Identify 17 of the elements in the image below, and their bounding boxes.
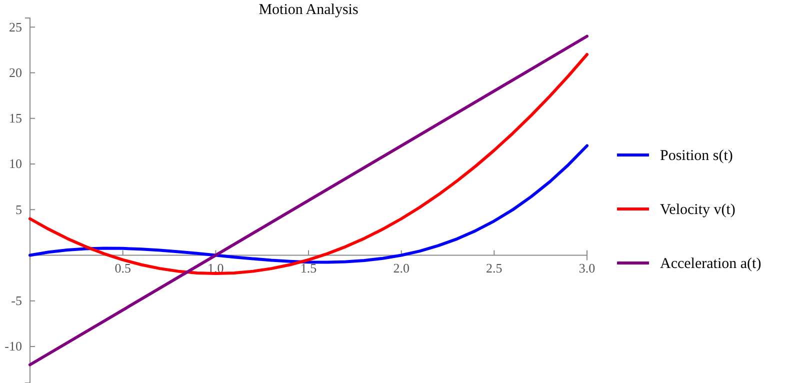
y-tick-label: 5 [16,202,22,217]
x-tick-label: 2.5 [486,260,502,276]
y-tick-label: 15 [9,110,22,126]
legend-label: Acceleration a(t) [660,256,762,272]
chart-title: Motion Analysis [258,2,358,18]
y-tick-label: 25 [9,19,22,34]
y-tick-label: -10 [4,338,22,354]
line-series [28,144,588,264]
x-tick-label: 0.5 [114,260,131,276]
x-tick-label: 1.5 [300,260,317,276]
x-tick-label: 3.0 [578,260,596,276]
y-tick-label: 20 [9,64,22,80]
legend-label: Position s(t) [660,148,733,164]
y-tick-label: -5 [11,293,22,308]
y-tick-label: 10 [9,156,22,172]
x-tick-label: 2.0 [393,260,410,276]
legend-label: Velocity v(t) [660,202,736,218]
